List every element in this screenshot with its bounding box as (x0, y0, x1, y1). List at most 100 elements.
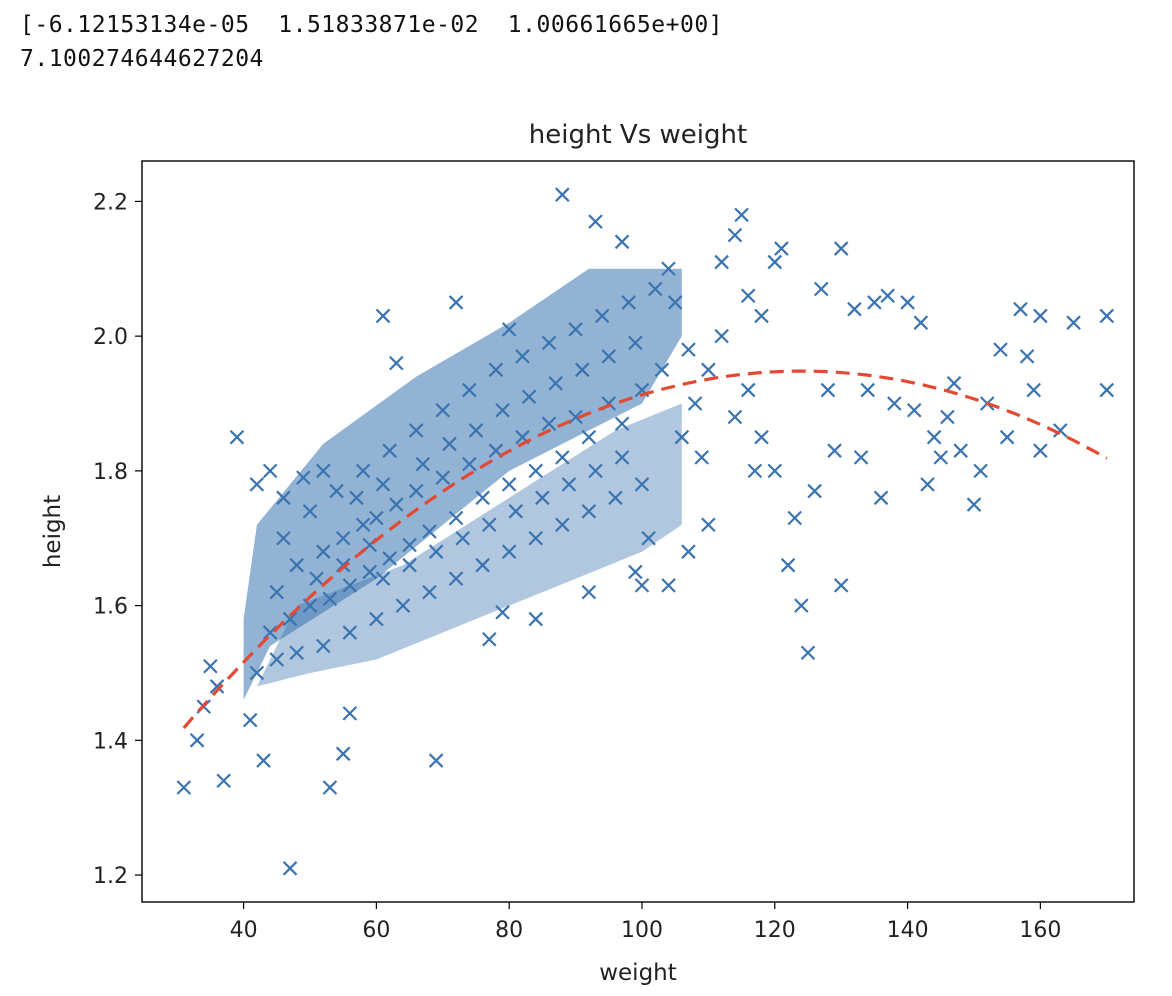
data-point (727, 227, 743, 243)
x-tick-label: 40 (230, 918, 258, 943)
data-point (462, 456, 477, 472)
data-point (209, 679, 225, 694)
data-point (442, 436, 457, 452)
data-point (973, 463, 988, 479)
data-point (614, 416, 630, 431)
data-point (999, 429, 1015, 445)
data-point (933, 450, 949, 465)
x-tick-label: 140 (887, 918, 929, 943)
data-point (501, 544, 517, 559)
data-point (481, 517, 497, 533)
data-point (315, 544, 331, 559)
data-point (548, 376, 563, 391)
data-point (1013, 301, 1028, 317)
data-point (767, 254, 783, 270)
data-point (1026, 382, 1042, 398)
data-point (269, 584, 285, 600)
y-tick-label: 1.2 (93, 864, 128, 889)
data-point (269, 652, 285, 667)
data-point (495, 402, 510, 418)
data-point (302, 598, 318, 613)
x-tick-label: 160 (1019, 918, 1061, 943)
data-point (176, 780, 192, 795)
data-point (701, 517, 716, 533)
data-point (289, 645, 304, 661)
data-point (408, 483, 424, 499)
data-point (641, 530, 656, 546)
data-point (574, 362, 590, 378)
data-point (521, 389, 537, 405)
data-point (382, 443, 397, 458)
data-point (481, 632, 497, 647)
x-tick-label: 120 (754, 918, 796, 943)
data-point (1019, 349, 1035, 364)
data-point (501, 477, 517, 492)
data-point (1099, 382, 1115, 398)
data-point (813, 281, 829, 297)
data-point (714, 328, 729, 344)
y-tick-label: 2.0 (93, 325, 128, 350)
data-point (342, 625, 358, 640)
data-point (953, 443, 968, 458)
data-point (647, 281, 663, 297)
data-point (667, 295, 683, 310)
data-point (555, 187, 570, 202)
x-axis-label: weight (599, 960, 677, 986)
data-point (375, 477, 391, 492)
data-point (581, 429, 597, 445)
data-point (315, 638, 331, 654)
data-point (701, 362, 716, 378)
data-point (920, 477, 935, 492)
y-tick-label: 1.8 (93, 460, 128, 485)
data-point (329, 483, 344, 499)
data-point (528, 463, 544, 479)
data-point (342, 706, 358, 721)
data-point (362, 564, 378, 580)
data-point (747, 463, 763, 479)
data-point (993, 342, 1008, 357)
data-point (428, 544, 444, 559)
data-point (568, 409, 583, 425)
data-point (369, 611, 384, 627)
data-point (906, 402, 922, 418)
data-point (402, 557, 417, 573)
data-point (335, 746, 351, 762)
data-point (614, 450, 630, 465)
data-point (422, 584, 437, 600)
data-point (389, 497, 404, 512)
data-point (315, 463, 331, 479)
data-point (873, 490, 889, 506)
x-tick-label: 80 (495, 918, 523, 943)
data-point (375, 308, 391, 324)
data-point (289, 557, 304, 573)
data-point (395, 598, 411, 613)
data-point (800, 645, 816, 661)
data-point (634, 477, 650, 492)
data-point (727, 409, 743, 425)
data-point (654, 362, 670, 378)
data-point (501, 322, 517, 337)
data-point (468, 423, 484, 438)
data-point (820, 382, 836, 398)
data-point (508, 504, 524, 519)
data-point (614, 234, 630, 250)
data-point (880, 288, 895, 304)
data-point (661, 261, 676, 277)
coefficients-output: [-6.12153134e-05 1.51833871e-02 1.006616… (20, 12, 724, 38)
data-point (887, 396, 902, 411)
data-point (794, 598, 809, 613)
data-point (515, 349, 530, 364)
data-point (555, 517, 570, 533)
data-point (276, 490, 291, 506)
data-point (588, 463, 603, 479)
data-point (946, 376, 962, 391)
data-point (754, 429, 769, 445)
data-point (322, 780, 338, 795)
data-point (355, 463, 371, 479)
data-point (867, 295, 882, 310)
data-point (541, 416, 557, 431)
data-point (561, 477, 577, 492)
data-point (940, 409, 955, 425)
data-point (581, 584, 597, 600)
data-point (860, 382, 876, 398)
